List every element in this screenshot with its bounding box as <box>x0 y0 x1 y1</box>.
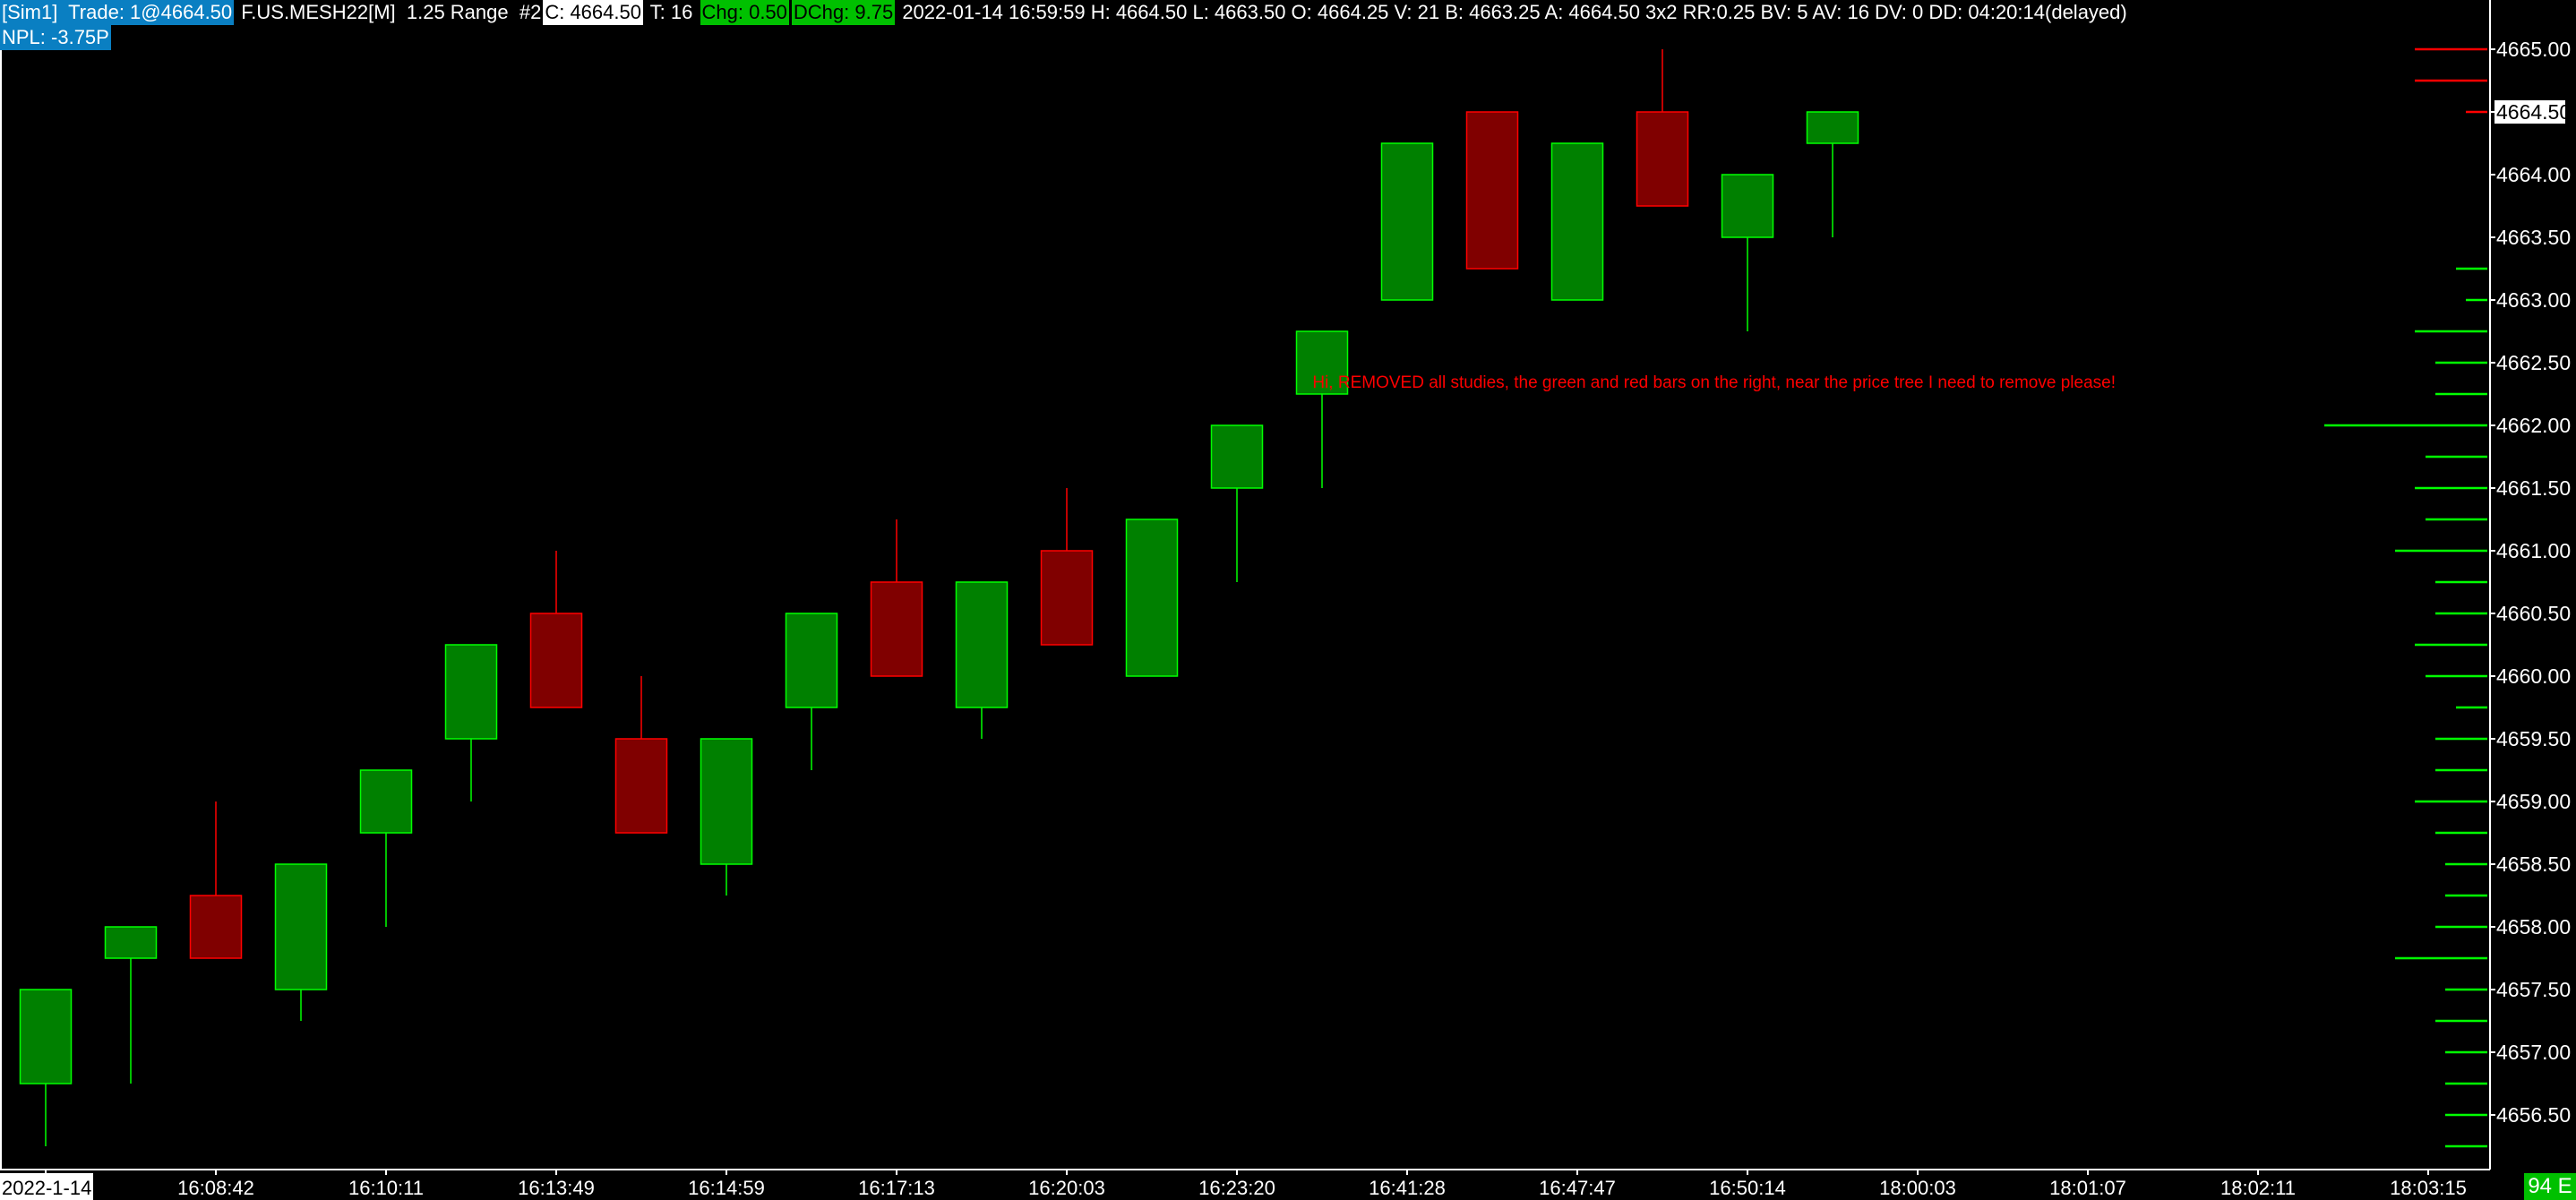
candle-body <box>785 613 838 708</box>
candle <box>1210 424 1264 582</box>
candle <box>1380 142 1434 301</box>
time-label: 16:47:47 <box>1539 1177 1616 1199</box>
time-label: 16:10:11 <box>348 1177 424 1199</box>
corner-badge[interactable]: 94 E <box>2524 1173 2576 1200</box>
candle <box>104 926 158 1084</box>
symbol-info: F.US.MESH22[M] 1.25 Range #2 <box>236 1 542 23</box>
candle <box>1465 111 1519 270</box>
candle <box>1806 111 1859 237</box>
npl-row: NPL: -3.75P <box>0 25 111 50</box>
price-label: 4660.00 <box>2496 664 2571 688</box>
candle-body <box>444 644 498 740</box>
price-label: 4664.00 <box>2496 163 2571 186</box>
current-price-highlight <box>2494 100 2565 124</box>
close-price: C: 4664.50 <box>543 0 643 25</box>
candle <box>189 801 243 959</box>
candle-body <box>529 613 583 708</box>
price-label: 4656.50 <box>2496 1103 2571 1127</box>
candle-body <box>614 738 668 834</box>
price-label: 4659.50 <box>2496 727 2571 750</box>
time-label: 18:02:11 <box>2220 1177 2296 1199</box>
candle <box>1721 174 1774 331</box>
time-label: 18:03:15 <box>2390 1177 2467 1199</box>
time-label: 16:17:13 <box>858 1177 935 1199</box>
candle-body <box>955 581 1009 708</box>
time-label: 16:50:14 <box>1709 1177 1786 1199</box>
time-label: 16:20:03 <box>1028 1177 1105 1199</box>
candle-body <box>700 738 753 865</box>
price-label: 4663.00 <box>2496 288 2571 312</box>
candle <box>444 644 498 801</box>
price-label: 4664.50 <box>2496 100 2571 124</box>
time-label: 18:01:07 <box>2049 1177 2126 1199</box>
candle <box>700 738 753 896</box>
bar-details: 2022-01-14 16:59:59 H: 4664.50 L: 4663.5… <box>897 1 2127 23</box>
candle-body <box>1550 142 1604 301</box>
candle <box>1295 330 1349 488</box>
price-label: 4657.50 <box>2496 978 2571 1001</box>
price-label: 4663.50 <box>2496 226 2571 249</box>
candle-body <box>1636 111 1689 207</box>
candle-body <box>19 989 73 1084</box>
candle-body <box>1380 142 1434 301</box>
price-label: 4657.00 <box>2496 1041 2571 1064</box>
candle-body <box>1210 424 1264 489</box>
candle <box>955 581 1009 739</box>
time-label: 16:23:20 <box>1198 1177 1275 1199</box>
candle-body <box>1721 174 1774 238</box>
price-label: 4660.50 <box>2496 602 2571 625</box>
price-label: 4662.00 <box>2496 414 2571 437</box>
time-label: 16:41:28 <box>1369 1177 1446 1199</box>
candle-body <box>1806 111 1859 144</box>
candle-body <box>870 581 923 677</box>
time-label: 16:14:59 <box>688 1177 765 1199</box>
candle-body <box>1295 330 1349 395</box>
candle-body <box>359 769 413 834</box>
candle <box>785 613 838 770</box>
candle <box>1125 519 1179 677</box>
candle <box>1550 142 1604 301</box>
candle-body <box>1125 519 1179 677</box>
candle <box>274 863 328 1021</box>
price-label: 4665.00 <box>2496 38 2571 61</box>
price-label: 4661.00 <box>2496 539 2571 562</box>
candle-body <box>1465 111 1519 270</box>
price-label: 4662.50 <box>2496 351 2571 374</box>
npl-label[interactable]: NPL: -3.75P <box>0 25 111 50</box>
candle <box>1040 488 1094 646</box>
chart-header: [Sim1] Trade: 1@4664.50 F.US.MESH22[M] 1… <box>0 0 2129 25</box>
candle-body <box>189 895 243 959</box>
price-label: 4658.00 <box>2496 915 2571 939</box>
time-label: 2022-1-14 <box>2 1177 91 1199</box>
candle <box>1636 49 1689 207</box>
candle <box>359 769 413 927</box>
candle <box>19 989 73 1146</box>
price-label: 4661.50 <box>2496 476 2571 500</box>
time-label: 18:00:03 <box>1879 1177 1956 1199</box>
candle-body <box>104 926 158 959</box>
tick-count: T: 16 <box>644 1 699 23</box>
time-label: 16:08:42 <box>177 1177 254 1199</box>
change-value: Chg: 0.50 <box>700 0 789 25</box>
price-label: 4658.50 <box>2496 853 2571 876</box>
candle <box>614 676 668 834</box>
time-label: 16:13:49 <box>518 1177 595 1199</box>
date-label-bg <box>0 1173 93 1200</box>
price-label: 4659.00 <box>2496 790 2571 813</box>
candle-body <box>1040 550 1094 646</box>
candle-body <box>274 863 328 990</box>
candle <box>870 519 923 677</box>
candle <box>529 551 583 708</box>
daily-change-value: DChg: 9.75 <box>791 0 896 25</box>
account-trade-label[interactable]: [Sim1] Trade: 1@4664.50 <box>0 0 235 25</box>
chart-text-note[interactable]: Hi, REMOVED all studies, the green and r… <box>1312 373 2116 392</box>
